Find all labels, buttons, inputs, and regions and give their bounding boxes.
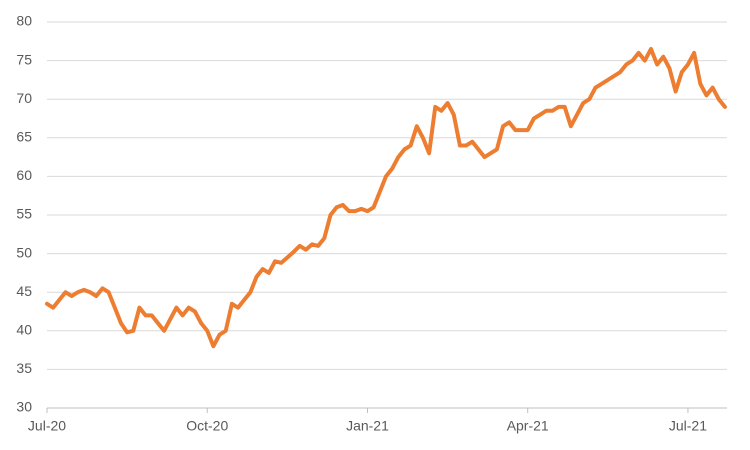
x-tick-label: Jul-20 <box>28 418 66 434</box>
x-tick-label: Apr-21 <box>507 418 549 434</box>
y-tick-label: 30 <box>16 399 32 415</box>
y-tick-label: 50 <box>16 244 32 260</box>
x-tick-label: Oct-20 <box>186 418 228 434</box>
y-tick-label: 65 <box>16 129 32 145</box>
y-tick-label: 60 <box>16 167 32 183</box>
y-tick-label: 75 <box>16 51 32 67</box>
x-tick-label: Jan-21 <box>346 418 389 434</box>
y-tick-label: 55 <box>16 206 32 222</box>
y-tick-label: 35 <box>16 360 32 376</box>
y-tick-label: 45 <box>16 283 32 299</box>
y-tick-label: 40 <box>16 322 32 338</box>
y-tick-label: 70 <box>16 90 32 106</box>
x-tick-label: Jul-21 <box>669 418 707 434</box>
y-tick-label: 80 <box>16 13 32 29</box>
line-series <box>45 47 727 349</box>
